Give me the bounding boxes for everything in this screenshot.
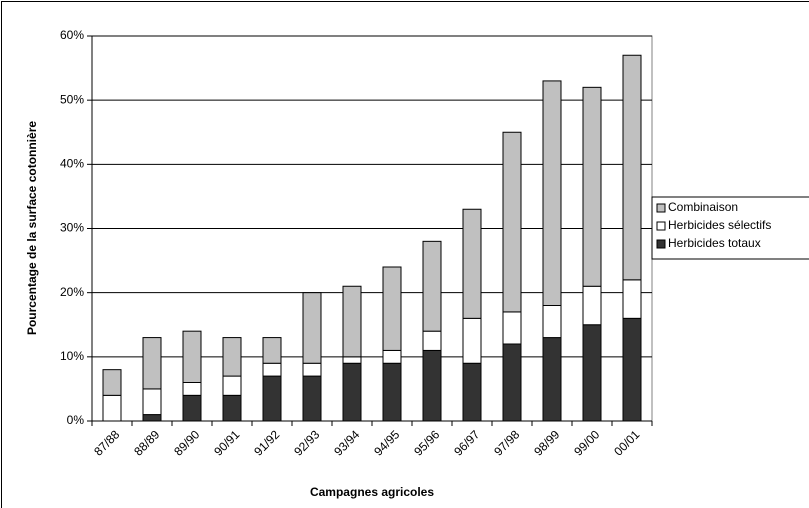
- bar-segment: [542, 305, 562, 339]
- bar-segment: [502, 343, 522, 422]
- y-axis-title: Pourcentage de la surface cotonnière: [25, 121, 39, 335]
- y-tick-label: 10%: [60, 349, 84, 363]
- bar-segment: [142, 388, 162, 416]
- bar-segment: [502, 311, 522, 345]
- bar-segment: [542, 80, 562, 306]
- bar-segment: [382, 266, 402, 351]
- bar-segment: [182, 382, 202, 396]
- bar-segment: [462, 362, 482, 422]
- bar-segment: [622, 317, 642, 422]
- bar-segment: [262, 375, 282, 422]
- bar-segment: [142, 337, 162, 390]
- legend-label: Combinaison: [668, 200, 738, 214]
- legend-label: Herbicides sélectifs: [668, 218, 771, 232]
- y-tick-label: 40%: [60, 157, 84, 171]
- bar-segment: [302, 292, 322, 364]
- bar-segment: [262, 337, 282, 364]
- bar-segment: [462, 208, 482, 319]
- bar-segment: [502, 131, 522, 313]
- bar-segment: [102, 394, 122, 422]
- bar-segment: [582, 324, 602, 422]
- bar-segment: [462, 317, 482, 364]
- bar-segment: [302, 375, 322, 422]
- bar-segment: [582, 86, 602, 287]
- y-tick-label: 30%: [60, 221, 84, 235]
- x-axis-title: Campagnes agricoles: [310, 485, 434, 499]
- legend-box: [651, 196, 809, 260]
- bar-segment: [182, 394, 202, 422]
- bar-segment: [422, 330, 442, 351]
- bar-segment: [582, 285, 602, 326]
- legend-swatch: [656, 221, 666, 231]
- bar-segment: [222, 337, 242, 377]
- bar-segment: [182, 330, 202, 383]
- y-tick-label: 0%: [67, 413, 85, 427]
- bar-segment: [102, 369, 122, 396]
- legend-label: Herbicides totaux: [668, 236, 761, 250]
- bar-segment: [622, 54, 642, 281]
- bar-segment: [262, 362, 282, 377]
- y-tick-label: 20%: [60, 285, 84, 299]
- legend-swatch: [656, 203, 666, 213]
- bar-segment: [422, 349, 442, 422]
- bar-segment: [342, 285, 362, 358]
- bar-segment: [222, 394, 242, 422]
- bar-segment: [542, 337, 562, 422]
- bar-segment: [382, 362, 402, 422]
- bar-segment: [382, 349, 402, 364]
- bar-segment: [222, 375, 242, 396]
- bar-segment: [142, 414, 162, 422]
- y-tick-label: 50%: [60, 92, 84, 106]
- y-tick-label: 60%: [60, 28, 84, 42]
- bar-segment: [302, 362, 322, 377]
- legend-swatch: [656, 239, 666, 249]
- bar-segment: [342, 362, 362, 422]
- bar-segment: [622, 279, 642, 319]
- bar-segment: [422, 240, 442, 332]
- bar-segment: [342, 356, 362, 364]
